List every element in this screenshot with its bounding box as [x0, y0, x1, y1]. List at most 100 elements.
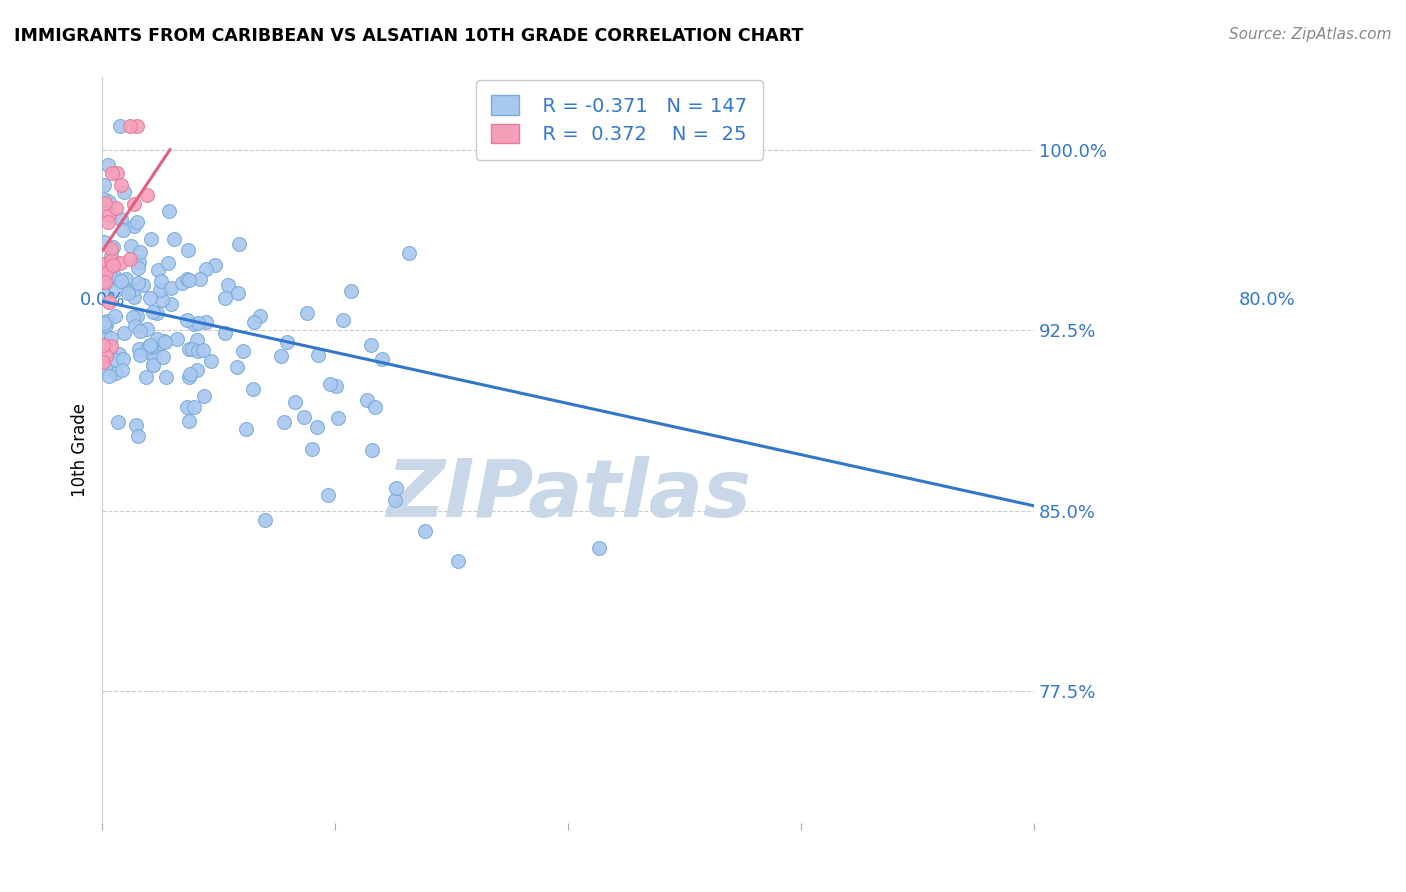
Point — [139, 338, 162, 352]
Point — [111, 223, 134, 237]
Point — [166, 332, 188, 346]
Point — [398, 245, 420, 260]
Point — [360, 337, 382, 351]
Point — [332, 313, 354, 327]
Text: 80.0%: 80.0% — [1239, 291, 1295, 309]
Point — [384, 492, 406, 507]
Point — [94, 196, 117, 211]
Point — [187, 343, 209, 358]
Point — [93, 264, 115, 278]
Point — [120, 252, 142, 266]
Point — [183, 400, 205, 414]
Point — [228, 286, 250, 301]
Point — [93, 257, 115, 271]
Point — [117, 285, 139, 300]
Point — [104, 284, 127, 298]
Point — [146, 332, 169, 346]
Point — [110, 212, 132, 227]
Legend:   R = -0.371   N = 147,   R =  0.372    N =  25: R = -0.371 N = 147, R = 0.372 N = 25 — [475, 79, 763, 160]
Point — [160, 281, 183, 295]
Point — [127, 215, 149, 229]
Point — [179, 414, 201, 428]
Point — [104, 202, 127, 216]
Point — [100, 339, 122, 353]
Point — [94, 274, 117, 288]
Point — [127, 260, 149, 275]
Text: ZIPatlas: ZIPatlas — [385, 456, 751, 534]
Point — [122, 196, 145, 211]
Point — [93, 316, 115, 330]
Point — [356, 392, 378, 407]
Point — [135, 322, 157, 336]
Point — [177, 369, 200, 384]
Point — [139, 232, 162, 246]
Point — [187, 316, 209, 330]
Text: 0.0%: 0.0% — [80, 291, 125, 309]
Point — [200, 354, 222, 368]
Point — [253, 513, 276, 527]
Text: Source: ZipAtlas.com: Source: ZipAtlas.com — [1229, 27, 1392, 42]
Point — [96, 314, 118, 328]
Point — [292, 410, 315, 425]
Point — [295, 306, 318, 320]
Point — [118, 283, 141, 297]
Point — [107, 166, 129, 180]
Point — [214, 291, 236, 305]
Point — [129, 245, 152, 260]
Point — [112, 352, 135, 367]
Point — [188, 272, 211, 286]
Point — [108, 256, 131, 270]
Point — [114, 185, 136, 199]
Point — [128, 255, 150, 269]
Point — [100, 249, 122, 263]
Point — [104, 353, 127, 368]
Point — [149, 274, 172, 288]
Point — [177, 243, 200, 257]
Point — [136, 340, 159, 354]
Point — [122, 219, 145, 233]
Point — [183, 317, 205, 331]
Point — [98, 295, 121, 310]
Point — [100, 331, 122, 345]
Point — [94, 318, 117, 333]
Point — [103, 240, 125, 254]
Point — [142, 305, 165, 319]
Point — [94, 361, 117, 376]
Point — [125, 417, 148, 432]
Point — [129, 347, 152, 361]
Point — [195, 316, 218, 330]
Point — [318, 377, 340, 392]
Point — [98, 208, 121, 222]
Point — [142, 349, 165, 363]
Point — [129, 325, 152, 339]
Point — [249, 310, 271, 324]
Point — [214, 326, 236, 341]
Point — [108, 119, 131, 133]
Point — [413, 524, 436, 539]
Point — [94, 275, 117, 289]
Point — [112, 326, 135, 340]
Point — [155, 370, 177, 384]
Point — [91, 268, 114, 282]
Point — [127, 119, 149, 133]
Point — [101, 258, 124, 272]
Point — [120, 119, 142, 133]
Point — [132, 278, 155, 293]
Point — [191, 343, 214, 358]
Point — [447, 554, 470, 568]
Point — [142, 358, 165, 372]
Point — [127, 428, 149, 442]
Point — [176, 313, 198, 327]
Point — [124, 290, 146, 304]
Point — [232, 343, 254, 358]
Point — [179, 367, 201, 381]
Point — [273, 415, 295, 429]
Point — [316, 488, 339, 502]
Point — [97, 215, 120, 229]
Point — [94, 349, 117, 363]
Point — [111, 363, 134, 377]
Point — [276, 335, 298, 350]
Point — [93, 235, 115, 249]
Point — [284, 395, 307, 409]
Point — [135, 369, 157, 384]
